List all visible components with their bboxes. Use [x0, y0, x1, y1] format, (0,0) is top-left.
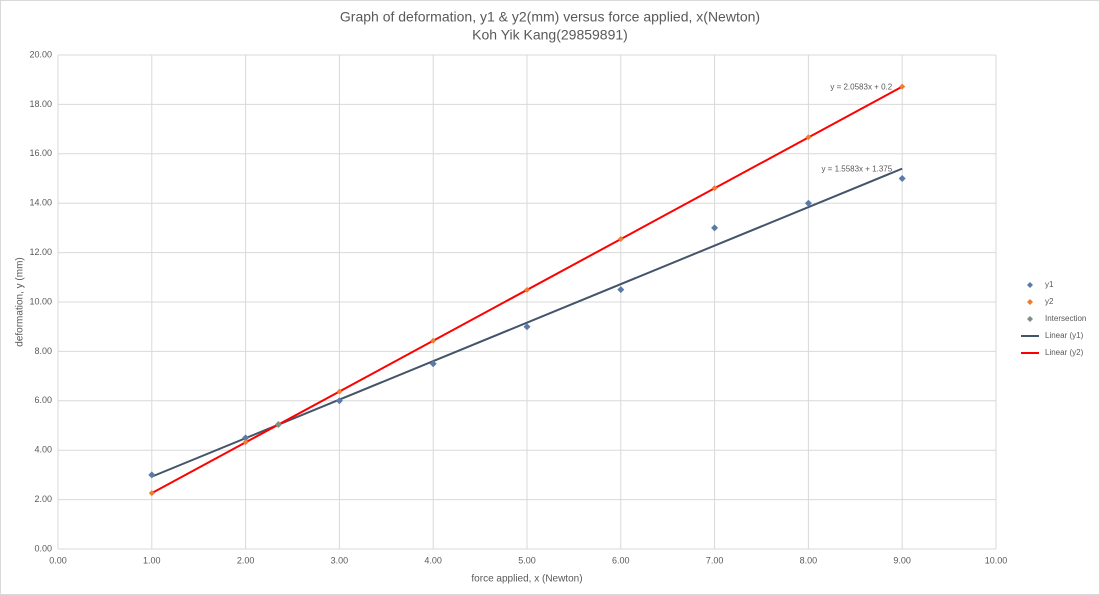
y-tick-label: 0.00: [34, 543, 52, 553]
y-tick-label: 4.00: [34, 445, 52, 455]
x-tick-label: 5.00: [518, 555, 536, 565]
y-tick-label: 10.00: [29, 296, 52, 306]
point: [274, 421, 282, 429]
point: [523, 323, 531, 331]
y-tick-label: 14.00: [29, 198, 52, 208]
y-tick-label: 8.00: [34, 346, 52, 356]
point: [148, 490, 155, 497]
point: [524, 286, 530, 293]
x-tick-label: 8.00: [800, 555, 818, 565]
point: [711, 224, 719, 232]
y-tick-label: 6.00: [34, 395, 52, 405]
trendline-equation: y = 1.5583x + 1.375: [821, 165, 892, 174]
point: [804, 199, 812, 207]
y-tick-label: 12.00: [29, 247, 52, 257]
chart-subtitle: Koh Yik Kang(29859891): [472, 27, 628, 43]
y-axis-label: deformation, y (mm): [15, 257, 26, 346]
y-tick-label: 16.00: [29, 148, 52, 158]
x-tick-label: 2.00: [237, 555, 255, 565]
point: [617, 286, 625, 294]
x-tick-label: 6.00: [612, 555, 630, 565]
point: [336, 388, 343, 395]
legend-label: y1: [1045, 280, 1054, 289]
x-tick-label: 4.00: [424, 555, 442, 565]
x-tick-label: 7.00: [706, 555, 724, 565]
point: [335, 397, 343, 405]
point: [898, 175, 906, 182]
point: [617, 236, 624, 243]
x-tick-label: 9.00: [893, 555, 911, 565]
legend-label: y2: [1045, 297, 1054, 306]
point: [242, 439, 249, 446]
x-tick-label: 10.00: [985, 555, 1008, 565]
x-tick-label: 3.00: [331, 555, 349, 565]
y-tick-label: 18.00: [29, 99, 52, 109]
point: [148, 471, 156, 479]
legend-swatch: [1027, 282, 1033, 288]
trendline-equation: y = 2.0583x + 0.2: [830, 83, 892, 92]
point: [899, 83, 906, 90]
chart-title: Graph of deformation, y1 & y2(mm) versus…: [340, 9, 760, 25]
point: [242, 434, 250, 442]
legend-swatch: [1027, 299, 1033, 305]
x-tick-label: 0.00: [49, 555, 67, 565]
point: [429, 360, 437, 368]
y-tick-label: 20.00: [29, 49, 52, 59]
legend-label: Intersection: [1045, 314, 1086, 323]
x-axis-label: force applied, x (Newton): [471, 574, 582, 585]
point: [711, 185, 718, 192]
point: [430, 337, 437, 344]
legend-label: Linear (y1): [1045, 331, 1084, 340]
x-tick-label: 1.00: [143, 555, 161, 565]
legend-label: Linear (y2): [1045, 348, 1084, 357]
legend-swatch: [1027, 316, 1033, 322]
y-tick-label: 2.00: [34, 494, 52, 504]
point: [805, 134, 812, 141]
